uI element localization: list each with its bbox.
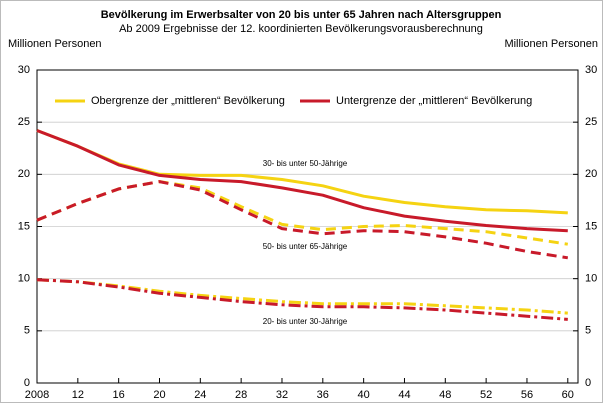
y-axis-label: Millionen Personen <box>8 38 102 50</box>
plot-frame <box>36 69 579 384</box>
line-series <box>36 180 569 260</box>
y2-tick-label: 30 <box>585 64 597 76</box>
x-tick-label: 48 <box>439 389 451 401</box>
line-series <box>36 180 569 246</box>
chart-subtitle: Ab 2009 Ergebnisse der 12. koordinierten… <box>119 23 483 35</box>
x-tick-label: 28 <box>235 389 247 401</box>
x-tick-label: 36 <box>317 389 329 401</box>
annotation: 30- bis unter 50-Jährige <box>263 159 348 168</box>
y-tick-label: 10 <box>18 273 30 285</box>
y-tick-label: 5 <box>24 325 30 337</box>
line-series <box>36 278 568 321</box>
x-tick-label: 16 <box>113 389 125 401</box>
legend-label: Obergrenze der „mittleren“ Bevölkerung <box>91 95 285 107</box>
x-tick-label: 2008 <box>25 389 49 401</box>
y-tick-label: 20 <box>18 168 30 180</box>
x-tick-label: 12 <box>72 389 84 401</box>
x-tick-label: 40 <box>358 389 370 401</box>
x-tick-label: 52 <box>480 389 492 401</box>
line-series <box>36 129 568 233</box>
line-series <box>36 278 568 315</box>
y2-tick-label: 0 <box>585 377 591 389</box>
annotation: 50- bis unter 65-Jährige <box>263 242 348 251</box>
x-tick-label: 32 <box>276 389 288 401</box>
y2-tick-label: 10 <box>585 273 597 285</box>
x-tick-label: 60 <box>562 389 574 401</box>
annotation: 20- bis unter 30-Jährige <box>263 317 348 326</box>
x-tick-label: 24 <box>194 389 206 401</box>
y2-tick-label: 25 <box>585 116 597 128</box>
x-tick-label: 56 <box>521 389 533 401</box>
y-tick-label: 0 <box>24 377 30 389</box>
y-tick-label: 25 <box>18 116 30 128</box>
x-tick-label: 44 <box>398 389 410 401</box>
y2-axis-label: Millionen Personen <box>504 38 598 50</box>
y2-tick-label: 20 <box>585 168 597 180</box>
y2-tick-label: 5 <box>585 325 591 337</box>
y2-tick-label: 15 <box>585 220 597 232</box>
y-tick-label: 30 <box>18 64 30 76</box>
y-tick-label: 15 <box>18 220 30 232</box>
chart-title: Bevölkerung im Erwerbsalter von 20 bis u… <box>101 9 502 21</box>
x-tick-label: 20 <box>153 389 165 401</box>
legend-label: Untergrenze der „mittleren“ Bevölkerung <box>336 95 532 107</box>
